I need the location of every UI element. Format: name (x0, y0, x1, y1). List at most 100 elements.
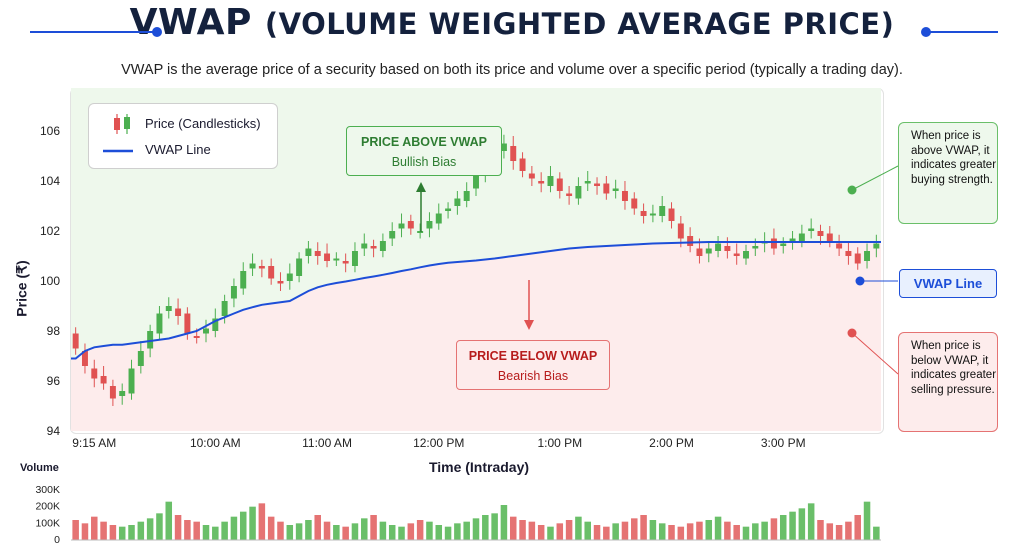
volume-bar (593, 525, 601, 540)
bearish-candle (696, 248, 703, 256)
volume-bar (649, 520, 657, 540)
vwap-line (71, 241, 881, 360)
bearish-candle (277, 281, 284, 284)
bearish-arrow-head (524, 320, 534, 330)
bullish-candle (212, 318, 219, 331)
volume-bar (165, 501, 173, 540)
x-tick-label: 12:00 PM (413, 436, 464, 450)
bullish-candle (230, 286, 237, 299)
bullish-candle (743, 251, 749, 259)
volume-bar (584, 521, 591, 540)
volume-bar (528, 521, 536, 540)
volume-bar (565, 520, 573, 540)
volume-bar (472, 518, 480, 540)
vwap-legend-line-icon (103, 149, 133, 153)
volume-bar (835, 525, 843, 540)
volume-bar (342, 526, 349, 540)
vwap-line-tag: VWAP Line (899, 269, 997, 298)
volume-bar (612, 523, 619, 540)
bearish-candle (854, 253, 861, 264)
volume-bar (286, 525, 294, 540)
title-decoration-left (30, 31, 158, 33)
volume-bar (826, 523, 834, 540)
bearish-candle (100, 376, 107, 384)
bullish-candle (612, 188, 619, 191)
bearish-candle (268, 266, 275, 279)
volume-bar (118, 526, 126, 540)
bullish-candle (147, 331, 154, 349)
volume-bar (761, 521, 768, 540)
bearish-candle (668, 208, 675, 221)
bearish-candle (314, 251, 321, 256)
page-subtitle: VWAP is the average price of a security … (121, 62, 903, 78)
candlestick-legend-icon (114, 114, 130, 134)
bullish-candle (398, 223, 405, 229)
volume-bar (491, 513, 498, 540)
bearish-candle (528, 173, 535, 179)
bullish-candle (203, 328, 209, 334)
volume-bar (323, 521, 331, 540)
volume-tick-label: 100K (35, 517, 60, 529)
volume-bar (184, 520, 191, 540)
volume-bar (407, 523, 415, 540)
volume-bar (742, 526, 750, 540)
bearish-candle (566, 193, 573, 196)
title-sub: (VOLUME WEIGHTED AVERAGE PRICE) (264, 7, 895, 41)
volume-bar (807, 503, 815, 540)
bullish-candle (417, 231, 424, 233)
bullish-candle (286, 273, 293, 281)
bearish-candle (556, 178, 563, 191)
volume-bar (509, 516, 517, 540)
volume-bar (668, 525, 675, 540)
volume-bar (640, 515, 647, 540)
bearish-candle (407, 221, 414, 229)
x-tick-label: 3:00 PM (761, 436, 806, 450)
bullish-candle (305, 248, 312, 256)
bearish-candle (724, 246, 731, 251)
bearish-candle (836, 243, 843, 249)
title-decoration-right (928, 31, 998, 33)
volume-bar (658, 523, 666, 540)
volume-bar (146, 518, 154, 540)
selling-pressure-note: When price is below VWAP, it indicates g… (898, 332, 998, 432)
bearish-candle (91, 368, 98, 379)
volume-bar (798, 508, 806, 540)
bullish-candle (659, 206, 666, 216)
volume-bar (733, 525, 740, 540)
bullish-candle (575, 186, 582, 199)
bearish-candle (510, 146, 517, 161)
y-tick-label: 104 (40, 174, 60, 188)
bullish-candle (379, 241, 386, 251)
bullish-candle (426, 221, 433, 229)
volume-bar (854, 515, 861, 540)
bullish-candle (473, 176, 479, 189)
volume-bar (277, 521, 284, 540)
volume-bar (705, 520, 713, 540)
y-tick-label: 94 (47, 424, 61, 438)
bullish-candle (873, 243, 880, 249)
y-tick-label: 96 (47, 374, 61, 388)
y-axis-label: Price (₹) (13, 260, 30, 317)
bullish-candle (165, 306, 172, 311)
volume-bar (435, 525, 443, 540)
bearish-candle (193, 336, 200, 338)
bullish-candle (249, 263, 256, 269)
volume-bar (873, 526, 880, 540)
page-title: VWAP (VOLUME WEIGHTED AVERAGE PRICE) (0, 2, 1024, 43)
volume-bar (361, 518, 368, 540)
bearish-candle (733, 253, 740, 256)
bearish-candle (109, 386, 116, 399)
bearish-candle (175, 308, 182, 316)
volume-bar (388, 525, 396, 540)
x-axis-label: Time (Intraday) (428, 459, 530, 475)
bullish-candle (808, 228, 815, 231)
bearish-candle (770, 238, 777, 249)
bullish-candle (547, 176, 554, 186)
volume-bar (444, 526, 452, 540)
volume-bar (500, 505, 508, 540)
bearish-candle (621, 191, 628, 201)
bearish-candle (81, 351, 88, 366)
bearish-candle (640, 211, 647, 216)
bullish-candle (137, 351, 144, 366)
